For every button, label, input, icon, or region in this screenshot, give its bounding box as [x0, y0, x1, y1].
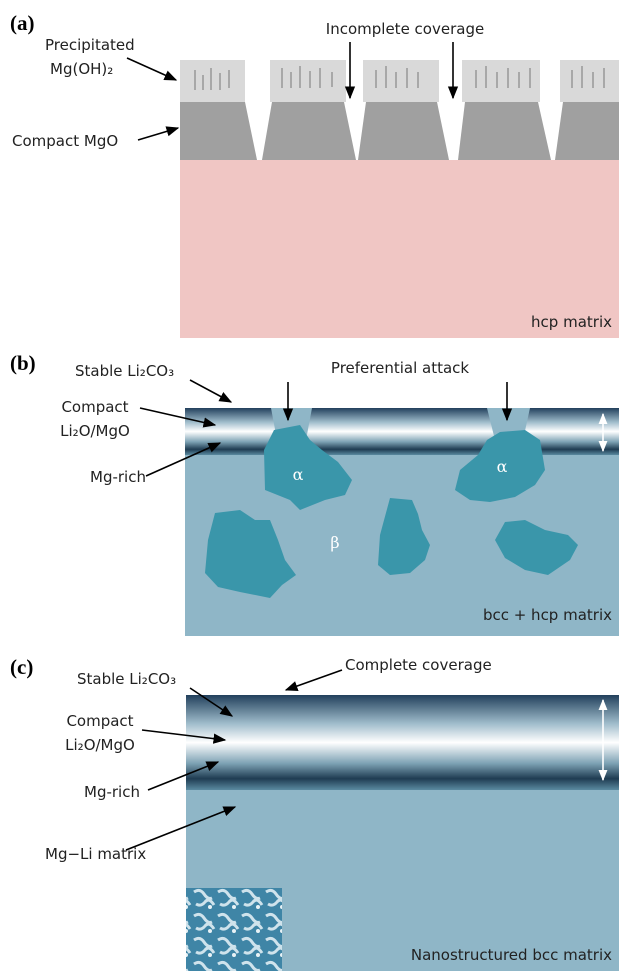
- panel-label: (b): [10, 351, 36, 375]
- annotation: Li₂O/MgO: [60, 422, 130, 440]
- annotation: Stable Li₂CO₃: [77, 670, 176, 688]
- precipitate-layer: [180, 60, 619, 102]
- microstructure-image: [186, 888, 282, 971]
- hcp-matrix: [180, 160, 619, 338]
- arrow: [138, 128, 178, 140]
- annotation: Compact MgO: [12, 132, 118, 150]
- phase-label: α: [497, 457, 508, 476]
- arrow: [286, 670, 342, 690]
- diagram: (a) Precipitated Mg(OH)₂ Incomplete cove…: [0, 0, 619, 971]
- panel-label: (c): [10, 655, 33, 679]
- annotation: Incomplete coverage: [326, 20, 484, 38]
- annotation: Precipitated: [45, 36, 135, 54]
- matrix-label: bcc + hcp matrix: [483, 606, 612, 624]
- annotation: Mg-rich: [90, 468, 146, 486]
- surface-layer: [185, 408, 619, 455]
- annotation: Li₂O/MgO: [65, 736, 135, 754]
- annotation: Mg(OH)₂: [50, 60, 113, 78]
- phase-label: α: [293, 465, 304, 484]
- annotation: Compact: [61, 398, 128, 416]
- annotation: Complete coverage: [345, 656, 492, 674]
- matrix-label: hcp matrix: [531, 313, 612, 331]
- phase-label: β: [330, 533, 339, 552]
- compact-mgo: [180, 102, 619, 160]
- panel-c: (c) Complete coverage Stable Li₂CO₃ Comp…: [10, 655, 619, 971]
- annotation: Compact: [66, 712, 133, 730]
- arrow: [127, 58, 176, 80]
- annotation: Stable Li₂CO₃: [75, 362, 174, 380]
- annotation: Mg-rich: [84, 783, 140, 801]
- surface-layer: [186, 695, 619, 790]
- annotation: Preferential attack: [331, 359, 469, 377]
- panel-b: (b) Stable Li₂CO₃ Preferential attack Co…: [10, 351, 619, 636]
- panel-label: (a): [10, 11, 35, 35]
- panel-a: (a) Precipitated Mg(OH)₂ Incomplete cove…: [10, 11, 619, 338]
- matrix-label: Nanostructured bcc matrix: [411, 946, 612, 964]
- arrow: [190, 380, 231, 402]
